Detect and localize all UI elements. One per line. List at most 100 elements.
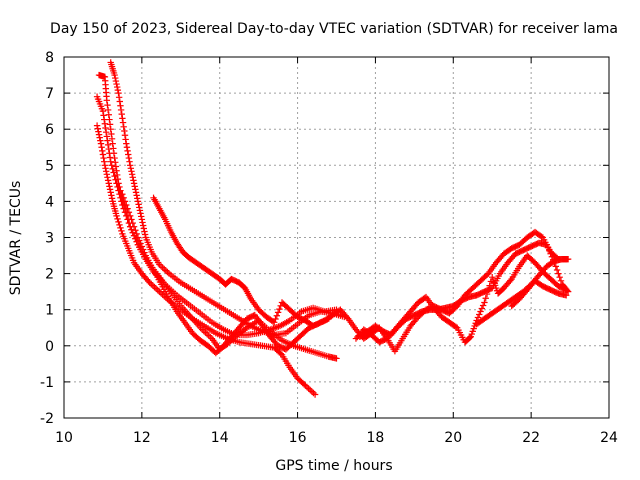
data-point: [132, 189, 140, 196]
data-point: [482, 295, 489, 302]
data-point: [119, 190, 126, 198]
data-point: [121, 198, 129, 205]
data-point: [97, 137, 104, 144]
data-point: [129, 174, 136, 181]
data-point: [543, 241, 550, 248]
data-point: [108, 135, 116, 143]
data-point: [562, 292, 570, 299]
data-point: [96, 134, 103, 141]
data-point: [553, 266, 561, 274]
y-tick-label: 7: [45, 86, 54, 102]
data-point: [111, 172, 118, 180]
data-point: [137, 210, 144, 217]
data-point: [119, 115, 126, 122]
data-point: [131, 183, 138, 190]
data-point: [140, 225, 148, 232]
data-point: [115, 187, 122, 194]
y-tick-label: 1: [45, 303, 54, 319]
data-point: [97, 140, 105, 147]
data-point: [99, 107, 107, 115]
y-tick-label: 3: [45, 231, 54, 247]
data-point: [123, 201, 130, 209]
y-tick-label: 0: [45, 339, 54, 355]
data-point: [128, 171, 136, 178]
data-point: [99, 147, 106, 155]
data-point: [134, 198, 142, 205]
data-point: [125, 154, 133, 162]
data-point: [94, 125, 101, 132]
x-tick-label: 24: [600, 430, 618, 446]
data-point: [548, 253, 556, 260]
data-point: [105, 180, 112, 187]
data-point: [118, 227, 125, 235]
data-point: [107, 189, 114, 196]
data-point: [107, 158, 114, 165]
data-point: [102, 168, 110, 175]
data-point: [112, 163, 120, 170]
data-point: [110, 145, 117, 152]
data-point: [116, 221, 123, 229]
data-point: [122, 136, 129, 143]
data-point: [125, 151, 132, 158]
data-point: [112, 74, 119, 82]
data-point: [120, 194, 127, 201]
data-point: [106, 186, 114, 193]
data-point: [113, 212, 120, 220]
data-point: [113, 180, 120, 187]
x-tick-label: 14: [211, 430, 229, 446]
data-point: [132, 227, 139, 234]
data-point: [564, 255, 572, 263]
data-point: [136, 237, 143, 244]
y-tick-label: -1: [40, 375, 54, 391]
data-point: [138, 243, 146, 250]
data-point: [134, 234, 142, 241]
data-point: [104, 137, 111, 144]
data-point: [129, 219, 136, 227]
data-point: [106, 183, 113, 190]
data-point: [135, 201, 142, 208]
data-point: [507, 277, 514, 284]
data-point: [136, 204, 143, 211]
data-point: [141, 231, 149, 238]
data-point: [115, 218, 122, 226]
x-tick-label: 20: [444, 430, 462, 446]
data-point: [115, 89, 122, 97]
data-point: [101, 162, 109, 169]
data-point: [547, 250, 554, 257]
data-point: [271, 319, 278, 326]
data-point: [110, 169, 117, 176]
data-point: [141, 249, 148, 256]
data-point: [102, 129, 110, 136]
data-point: [108, 195, 116, 202]
data-point: [105, 111, 112, 118]
data-point: [272, 315, 279, 323]
x-tick-label: 12: [133, 430, 151, 446]
data-point: [101, 120, 109, 127]
data-point: [112, 159, 119, 166]
data-point: [481, 299, 488, 306]
data-point: [124, 205, 131, 212]
data-point: [127, 165, 135, 172]
x-tick-label: 18: [367, 430, 385, 446]
y-tick-label: 4: [45, 194, 54, 210]
data-point: [108, 192, 115, 199]
data-point: [133, 230, 140, 238]
data-point: [555, 270, 562, 277]
data-point: [128, 216, 135, 223]
data-point: [106, 121, 114, 128]
data-point: [117, 224, 124, 232]
data-point: [276, 305, 283, 313]
data-points: [93, 59, 572, 398]
data-point: [101, 158, 108, 165]
data-point: [478, 305, 486, 312]
data-point: [102, 165, 109, 172]
data-point: [126, 162, 134, 169]
data-point: [104, 106, 112, 114]
data-point: [138, 216, 146, 223]
data-point: [123, 144, 131, 151]
data-point: [145, 277, 152, 285]
data-point: [98, 144, 105, 151]
data-point: [105, 145, 112, 153]
